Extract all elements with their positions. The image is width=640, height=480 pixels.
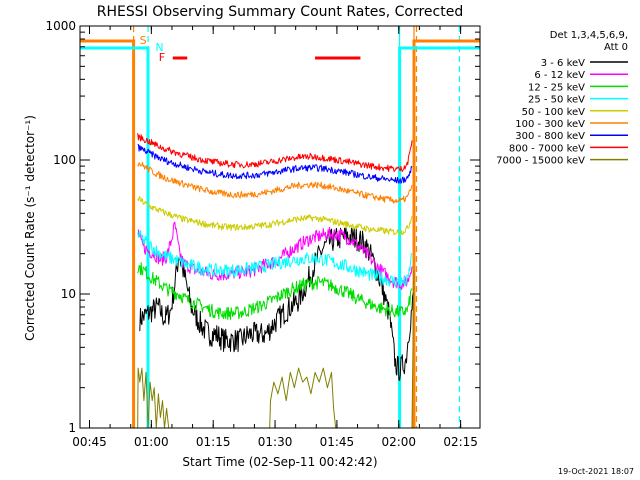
x-tick-label: 02:15 <box>443 435 478 449</box>
axes: 00:45 01:00 01:15 01:30 01:45 02:00 02:15 1 10 10… <box>45 19 481 449</box>
flare-marker-label: F <box>159 51 165 64</box>
legend-entry-label: 100 - 300 keV <box>515 119 585 130</box>
legend-entry-label: 50 - 100 keV <box>522 107 586 118</box>
detectors-label: Det 1,3,4,5,6,9, <box>550 30 628 41</box>
attenuator-label: Att 0 <box>604 42 628 53</box>
plot-area: SNF <box>80 26 480 428</box>
series-line-2 <box>137 262 413 320</box>
series-line-8 <box>137 270 415 428</box>
night-state-line <box>80 46 480 428</box>
series-line-4 <box>137 195 413 236</box>
legend-entry-label: 6 - 12 keV <box>534 70 585 81</box>
legend-entry-label: 800 - 7000 keV <box>509 143 585 154</box>
legend-entry-label: 3 - 6 keV <box>541 58 585 69</box>
plot-frame <box>79 25 481 429</box>
y-axis-label: Corrected Count Rate (s⁻¹ detector⁻¹) <box>23 115 37 341</box>
series-line-3 <box>137 230 413 288</box>
y-tick-label: 1 <box>68 421 76 435</box>
y-tick-label: 100 <box>53 153 76 167</box>
x-tick-label: 02:00 <box>381 435 416 449</box>
x-tick-label: 01:30 <box>258 435 293 449</box>
chart-title: RHESSI Observing Summary Count Rates, Co… <box>97 4 463 20</box>
legend-entry-label: 25 - 50 keV <box>528 95 585 106</box>
series-line-7 <box>137 133 413 173</box>
attenuator-state-line <box>80 39 480 428</box>
x-tick-label: 01:45 <box>320 435 355 449</box>
y-tick-label: 1000 <box>45 19 76 33</box>
x-tick-label: 00:45 <box>72 435 107 449</box>
y-tick-label: 10 <box>61 287 76 301</box>
render-date: 19-Oct-2021 18:07 <box>558 467 634 476</box>
legend-entry-label: 12 - 25 keV <box>528 82 585 93</box>
plot-content <box>80 26 480 428</box>
series-line-6 <box>137 143 413 184</box>
saa-marker-label: S <box>140 34 147 47</box>
legend-entry-label: 7000 - 15000 keV <box>496 156 585 167</box>
x-axis-label: Start Time (02-Sep-11 00:42:42) <box>182 455 377 469</box>
x-tick-label: 01:15 <box>196 435 231 449</box>
legend-entry-label: 300 - 800 keV <box>515 131 585 142</box>
x-tick-label: 01:00 <box>134 435 169 449</box>
series-line-5 <box>137 161 413 204</box>
night-marker-label: N <box>155 41 163 54</box>
